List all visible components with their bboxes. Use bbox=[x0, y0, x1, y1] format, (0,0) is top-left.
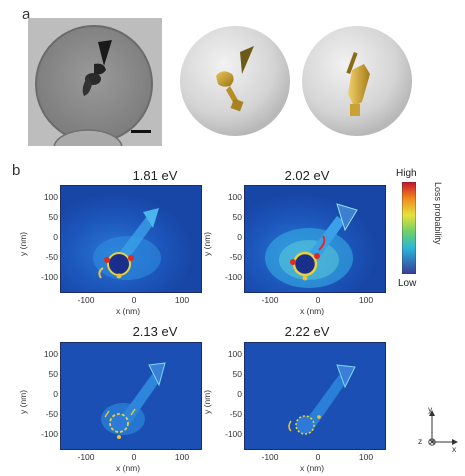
colorbar-low-label: Low bbox=[398, 278, 417, 289]
y-axis-label: y (nm) bbox=[18, 231, 28, 256]
x-tick: 0 bbox=[131, 452, 137, 462]
eels-map-4 bbox=[244, 342, 386, 450]
eels-map-3 bbox=[60, 342, 202, 450]
x-axis-label: x (nm) bbox=[300, 306, 325, 316]
y-tick: 100 bbox=[43, 349, 58, 359]
x-tick: 100 bbox=[358, 452, 374, 462]
y-tick: 50 bbox=[48, 369, 58, 379]
coordinate-axes-icon bbox=[428, 410, 458, 446]
y-tick: 100 bbox=[227, 192, 242, 202]
y-tick: 0 bbox=[237, 389, 242, 399]
map-title-3: 2.13 eV bbox=[132, 324, 178, 339]
x-tick: 0 bbox=[315, 452, 321, 462]
panel-a-label: a bbox=[22, 6, 31, 23]
y-axis-label: y (nm) bbox=[18, 389, 28, 414]
x-axis-label: x (nm) bbox=[300, 463, 325, 473]
y-tick: -100 bbox=[224, 272, 242, 282]
x-tick: -100 bbox=[261, 452, 279, 462]
map-title-2: 2.02 eV bbox=[284, 168, 330, 183]
map-title-1: 1.81 eV bbox=[132, 168, 178, 183]
model-view-2 bbox=[302, 26, 412, 136]
x-tick: 100 bbox=[358, 295, 374, 305]
y-tick: -50 bbox=[229, 409, 242, 419]
x-tick: 0 bbox=[315, 295, 321, 305]
tem-particle-plate bbox=[98, 40, 112, 66]
map-title-4: 2.22 eV bbox=[284, 324, 330, 339]
y-axis-label: y (nm) bbox=[202, 231, 212, 256]
y-tick: 100 bbox=[43, 192, 58, 202]
y-tick: 50 bbox=[48, 212, 58, 222]
x-axis-label: x (nm) bbox=[116, 306, 141, 316]
y-tick: -50 bbox=[229, 252, 242, 262]
eels-map-1 bbox=[60, 185, 202, 293]
y-tick: 50 bbox=[232, 212, 242, 222]
y-tick: -100 bbox=[40, 272, 58, 282]
y-tick: 0 bbox=[237, 232, 242, 242]
y-tick: 0 bbox=[53, 232, 58, 242]
axis-glyph-y: y bbox=[428, 404, 433, 414]
colorbar-title: Loss probability bbox=[433, 182, 443, 245]
x-axis-label: x (nm) bbox=[116, 463, 141, 473]
y-tick: -50 bbox=[45, 252, 58, 262]
y-tick: 50 bbox=[232, 369, 242, 379]
tem-micrograph bbox=[28, 18, 162, 146]
eels-map-2 bbox=[244, 185, 386, 293]
y-axis-label: y (nm) bbox=[202, 389, 212, 414]
x-tick: 100 bbox=[174, 452, 190, 462]
scale-bar bbox=[131, 130, 151, 133]
axis-glyph-z: z bbox=[418, 436, 423, 446]
colorbar-high-label: High bbox=[396, 168, 417, 179]
y-tick: -100 bbox=[224, 429, 242, 439]
x-tick: 0 bbox=[131, 295, 137, 305]
x-tick: -100 bbox=[77, 452, 95, 462]
y-tick: -100 bbox=[40, 429, 58, 439]
panel-b-label: b bbox=[12, 162, 21, 179]
colorbar bbox=[402, 182, 416, 274]
y-tick: -50 bbox=[45, 409, 58, 419]
x-tick: -100 bbox=[261, 295, 279, 305]
y-tick: 0 bbox=[53, 389, 58, 399]
x-tick: -100 bbox=[77, 295, 95, 305]
y-tick: 100 bbox=[227, 349, 242, 359]
x-tick: 100 bbox=[174, 295, 190, 305]
model-view-1 bbox=[180, 26, 290, 136]
axis-glyph-x: x bbox=[452, 444, 457, 454]
